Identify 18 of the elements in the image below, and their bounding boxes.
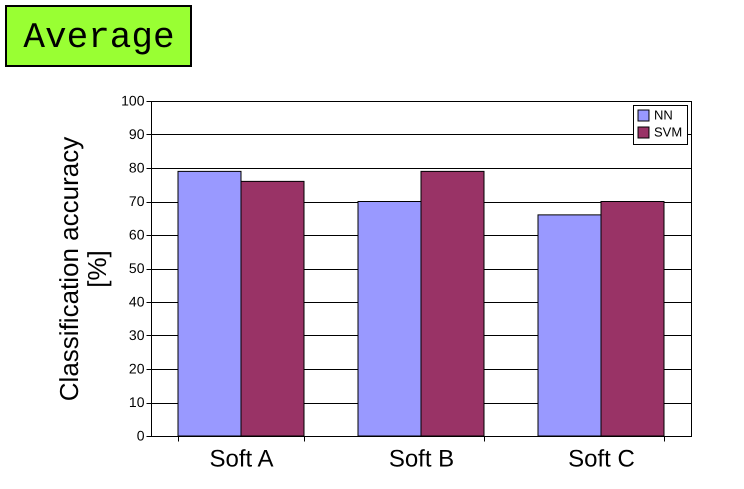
y-tick-label: 100 [121,92,145,108]
y-axis-title: Classification accuracy [%] [54,136,112,402]
y-tick-label: 40 [128,294,145,310]
x-tick-label: Soft A [209,446,274,472]
y-tick-label: 80 [128,160,145,176]
y-tick-label: 70 [128,193,145,209]
chart-title: Average [23,17,175,58]
y-tick-label: 20 [128,360,145,376]
x-tick-label: Soft B [388,446,454,472]
legend-label: SVM [654,124,682,140]
y-tick-label: 10 [128,394,145,410]
y-tick-label: 90 [128,126,145,142]
y-tick-label: 0 [136,428,145,444]
x-tick-label: Soft C [568,446,635,472]
y-tick-label: 60 [128,226,145,242]
legend-label: NN [654,108,673,122]
y-tick-label: 30 [128,327,145,343]
y-tick-label: 50 [128,260,145,276]
